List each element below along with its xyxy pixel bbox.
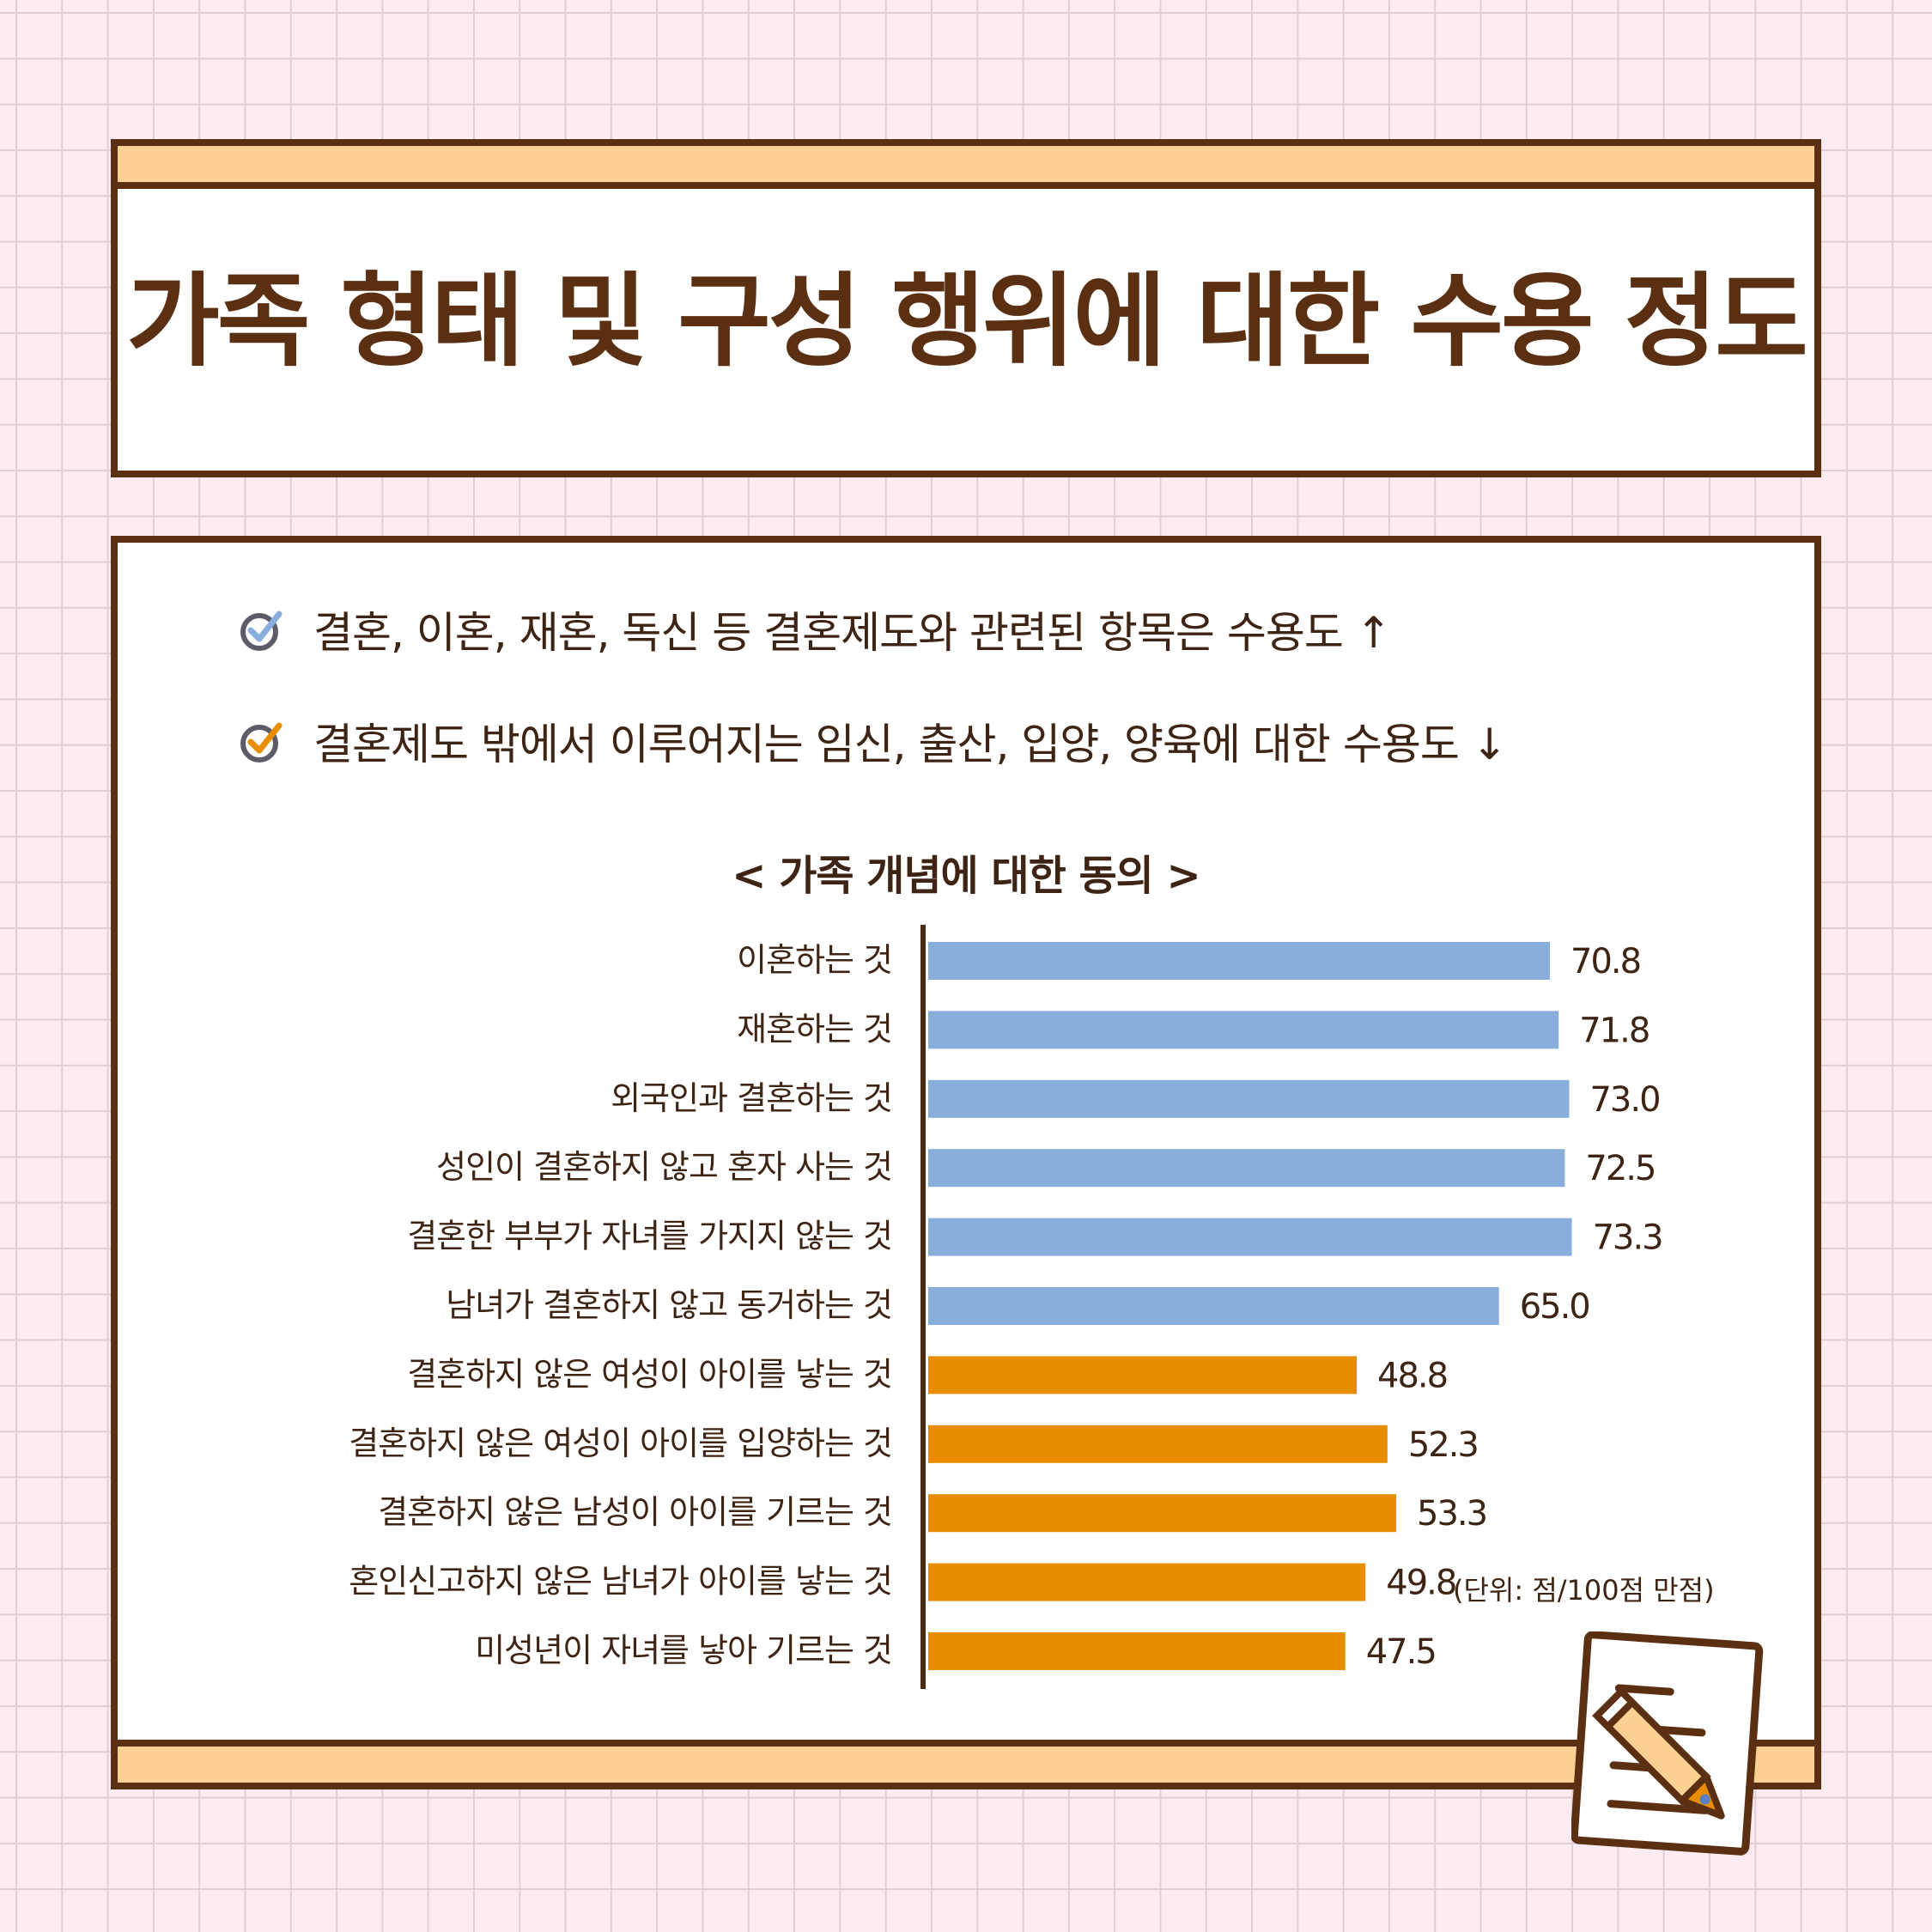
- page-title: 가족 형태 및 구성 행위에 대한 수용 정도: [126, 262, 1808, 380]
- category-label: 성인이 결혼하지 않고 혼자 사는 것: [436, 1148, 892, 1186]
- bar: [928, 1563, 1366, 1601]
- category-label: 이혼하는 것: [737, 941, 892, 979]
- category-label: 미성년이 자녀를 낳아 기르는 것: [475, 1631, 892, 1669]
- bar-chart: 이혼하는 것 70.8 재혼하는 것 71.8 외국인과 결혼하는 것 73.0 성인이 결…: [349, 925, 1664, 1689]
- document-pen-icon: [1571, 1631, 1764, 1856]
- category-label: 결혼하지 않은 여성이 아이를 낳는 것: [407, 1355, 892, 1393]
- bar: [928, 1287, 1499, 1325]
- chart-title: < 가족 개념에 대한 동의 >: [732, 852, 1200, 900]
- bar: [928, 1632, 1346, 1670]
- title-panel: 가족 형태 및 구성 행위에 대한 수용 정도: [111, 139, 1821, 477]
- category-label: 결혼한 부부가 자녀를 가지지 않는 것: [407, 1218, 892, 1255]
- value-label: 71.8: [1579, 1011, 1649, 1050]
- value-label: 48.8: [1377, 1356, 1447, 1395]
- bullet-item: 결혼, 이혼, 재혼, 독신 등 결혼제도와 관련된 항목은 수용도 ↑: [238, 599, 1392, 659]
- category-label: 혼인신고하지 않은 남녀가 아이를 낳는 것: [349, 1563, 892, 1601]
- value-label: 52.3: [1408, 1425, 1478, 1465]
- bar: [928, 1494, 1397, 1533]
- category-label: 재혼하는 것: [737, 1010, 892, 1048]
- value-label: 72.5: [1585, 1149, 1655, 1188]
- check-circle-icon: [240, 611, 283, 651]
- bar: [928, 1011, 1559, 1049]
- value-label: 53.3: [1417, 1494, 1486, 1534]
- category-label: 남녀가 결혼하지 않고 동거하는 것: [446, 1286, 892, 1324]
- value-label: 70.8: [1571, 942, 1640, 981]
- category-label: 결혼하지 않은 남성이 아이를 기르는 것: [378, 1493, 892, 1531]
- title-panel-band: [118, 146, 1814, 189]
- content-panel: 결혼, 이혼, 재혼, 독신 등 결혼제도와 관련된 항목은 수용도 ↑ 결혼제…: [111, 536, 1821, 1789]
- bullet-item: 결혼제도 밖에서 이루어지는 임신, 출산, 입양, 양육에 대한 수용도 ↓: [238, 711, 1508, 771]
- value-label: 49.8: [1386, 1564, 1455, 1603]
- category-label: 외국인과 결혼하는 것: [611, 1079, 892, 1117]
- value-label: 73.3: [1593, 1218, 1662, 1258]
- bar: [928, 1218, 1572, 1256]
- bullet-text: 결혼, 이혼, 재혼, 독신 등 결혼제도와 관련된 항목은 수용도 ↑: [313, 608, 1392, 658]
- bar: [928, 1356, 1358, 1394]
- unit-note: (단위: 점/100점 만점): [1453, 1574, 1715, 1607]
- content-panel-band: [118, 1740, 1814, 1783]
- value-label: 73.0: [1589, 1080, 1659, 1120]
- check-circle-icon: [240, 722, 283, 762]
- bar: [928, 942, 1550, 980]
- value-label: 65.0: [1520, 1287, 1589, 1327]
- bar: [928, 1149, 1565, 1188]
- category-label: 결혼하지 않은 여성이 아이를 입양하는 것: [349, 1425, 892, 1462]
- bar: [928, 1079, 1570, 1118]
- bar: [928, 1425, 1388, 1463]
- value-label: 47.5: [1366, 1632, 1436, 1672]
- bullet-text: 결혼제도 밖에서 이루어지는 임신, 출산, 입양, 양육에 대한 수용도 ↓: [313, 720, 1508, 769]
